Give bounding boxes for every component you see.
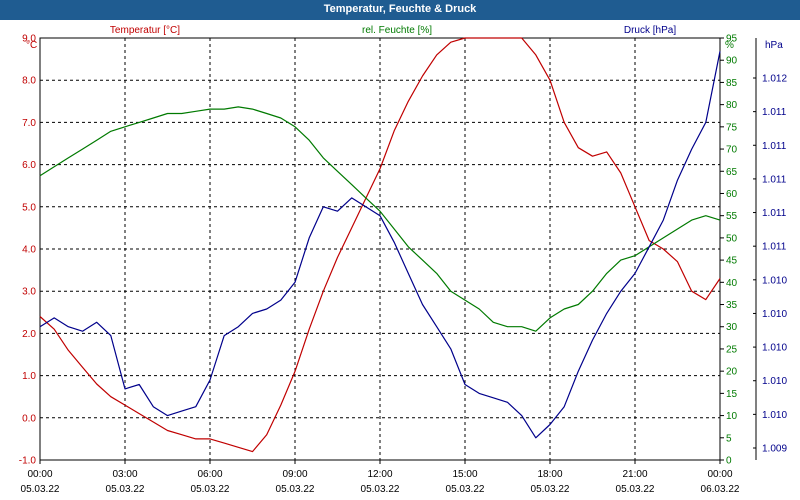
legend-label: rel. Feuchte [%] [362,25,432,36]
x-tick-label-date: 06.03.22 [701,484,740,495]
x-tick-label-time: 09:00 [282,469,307,480]
y-tick-label-humidity: 85 [726,78,738,89]
y-tick-label-temperature: 4.0 [22,245,36,256]
x-tick-label-date: 05.03.22 [446,484,485,495]
y-tick-label-temperature: 8.0 [22,76,36,87]
y-tick-label-pressure: 1.011 [762,141,787,152]
y-tick-label-temperature: 1.0 [22,371,36,382]
y-tick-label-humidity: 35 [726,300,738,311]
y-tick-label-pressure: 1.011 [762,174,787,185]
y-tick-label-pressure: 1.010 [762,376,787,387]
y-tick-label-humidity: 95 [726,34,738,45]
y-tick-label-humidity: 70 [726,145,738,156]
y-tick-label-pressure: 1.011 [762,242,787,253]
legend-label: Temperatur [°C] [110,25,180,36]
y-tick-label-humidity: 65 [726,167,738,178]
y-tick-label-humidity: 20 [726,367,738,378]
y-tick-label-humidity: 5 [726,433,732,444]
y-tick-label-pressure: 1.010 [762,275,787,286]
y-tick-label-temperature: 6.0 [22,160,36,171]
x-tick-label-date: 05.03.22 [21,484,60,495]
x-tick-label-time: 06:00 [197,469,222,480]
x-tick-label-date: 05.03.22 [106,484,145,495]
y-tick-label-temperature: 2.0 [22,329,36,340]
y-tick-label-pressure: 1.010 [762,410,787,421]
y-tick-label-pressure: 1.011 [762,107,787,118]
y-tick-label-pressure: 1.010 [762,309,787,320]
y-tick-label-humidity: 90 [726,56,738,67]
y-tick-label-humidity: 30 [726,322,738,333]
y-tick-label-humidity: 60 [726,189,738,200]
x-tick-label-time: 15:00 [452,469,477,480]
y-tick-label-humidity: 0 [726,456,732,467]
x-tick-label-date: 05.03.22 [531,484,570,495]
x-tick-label-time: 18:00 [537,469,562,480]
series-line-pressure [39,51,721,439]
y-tick-label-humidity: 15 [726,389,738,400]
x-tick-label-date: 05.03.22 [361,484,400,495]
x-tick-label-time: 00:00 [27,469,52,480]
x-tick-label-time: 03:00 [112,469,137,480]
chart-title: Temperatur, Feuchte & Druck [0,0,800,20]
x-tick-label-date: 05.03.22 [276,484,315,495]
x-tick-label-date: 05.03.22 [616,484,655,495]
unit-label-pressure: hPa [765,40,783,51]
y-tick-label-humidity: 75 [726,122,738,133]
y-tick-label-temperature: 0.0 [22,413,36,424]
y-tick-label-temperature: 5.0 [22,202,36,213]
x-tick-label-time: 21:00 [622,469,647,480]
y-tick-label-temperature: 7.0 [22,118,36,129]
legend-label: Druck [hPa] [624,25,676,36]
y-tick-label-humidity: 80 [726,100,738,111]
y-tick-label-pressure: 1.009 [762,444,787,455]
y-tick-label-humidity: 55 [726,211,738,222]
y-tick-label-pressure: 1.011 [762,208,787,219]
y-tick-label-temperature: -1.0 [19,456,37,467]
y-tick-label-humidity: 40 [726,278,738,289]
y-tick-label-humidity: 10 [726,411,738,422]
y-tick-label-humidity: 50 [726,233,738,244]
x-tick-label-time: 12:00 [367,469,392,480]
series-line-temperature [39,37,721,453]
x-tick-label-time: 00:00 [707,469,732,480]
y-tick-label-temperature: 9.0 [22,34,36,45]
y-tick-label-pressure: 1.012 [762,74,787,85]
unit-label-temperature: °C [26,40,37,51]
unit-label-humidity: % [725,40,734,51]
y-tick-label-humidity: 45 [726,256,738,267]
x-tick-label-date: 05.03.22 [191,484,230,495]
y-tick-label-temperature: 3.0 [22,287,36,298]
series-line-humidity [39,106,721,332]
y-tick-label-pressure: 1.010 [762,343,787,354]
y-tick-label-humidity: 25 [726,344,738,355]
